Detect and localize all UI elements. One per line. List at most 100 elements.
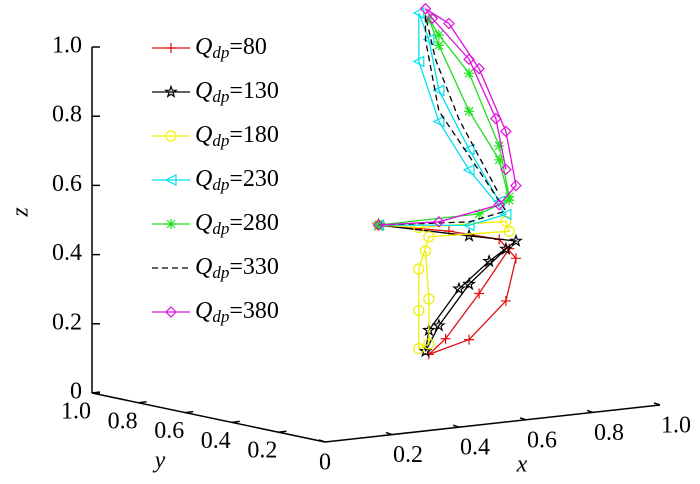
legend-label: Qdp=330 [195,254,279,282]
marker [423,231,435,243]
marker [165,306,177,318]
y-axis-label: y [153,448,166,474]
x-tick [519,417,527,421]
y-tick-label: 0.4 [201,428,231,454]
marker [490,112,502,125]
marker [504,191,515,202]
marker [482,253,497,268]
y-tick-label: 1.0 [61,399,91,425]
marker [423,338,435,350]
marker [165,130,177,142]
y-tick-label: 0.8 [108,408,138,434]
x-tick [452,424,460,428]
marker [462,143,475,156]
z-tick-label: 0 [70,379,82,405]
x-tick-label: 1.0 [661,413,691,439]
marker [464,106,475,117]
marker [164,84,178,98]
y-tick [138,401,147,404]
marker [440,333,451,344]
x-tick [586,409,594,414]
legend-label: Qdp=180 [195,122,279,150]
z-tick-label: 1.0 [52,33,82,59]
marker [372,219,385,231]
x-tick-label: 0.4 [460,435,490,461]
marker [464,334,475,345]
marker [164,174,177,186]
series-line [378,12,508,227]
legend-label: Qdp=230 [195,166,279,194]
series-line [378,8,517,226]
marker [422,33,435,46]
marker [474,208,485,219]
y-tick-label: 0.6 [154,418,184,444]
x-axis-label: x [516,452,528,478]
marker [462,276,477,291]
marker [494,140,505,151]
series-line [378,15,507,226]
y-tick-label: 0.2 [247,438,277,464]
x-tick [653,402,661,406]
x-tick-label: 0.6 [527,427,557,453]
marker [166,219,176,229]
marker [423,293,435,305]
x-tick-label: 0.8 [594,420,624,446]
y-tick [91,391,101,394]
x-tick-label: 0.2 [393,442,423,468]
z-axis-label: z [8,207,34,218]
x-tick [318,439,326,443]
legend-label: Qdp=80 [195,34,267,62]
marker [412,7,425,19]
marker [463,53,475,66]
marker [499,208,512,221]
marker [500,125,512,138]
marker [433,40,444,51]
marker [433,29,444,40]
series-line [378,220,511,350]
legend-label: Qdp=130 [195,78,279,106]
y-axis [91,392,326,443]
marker [413,343,425,355]
x-tick-label: 0 [319,450,331,476]
marker [508,233,523,247]
z-tick-label: 0.2 [52,309,82,335]
legend-label: Qdp=380 [195,298,279,326]
marker [166,43,176,53]
legend-label: Qdp=280 [195,210,279,238]
z-tick-label: 0.6 [52,171,82,197]
marker [494,154,505,165]
marker [432,318,446,332]
marker [462,164,475,177]
x-tick [385,431,393,436]
y-tick [231,420,240,424]
marker [510,253,521,264]
marker [419,2,432,15]
marker [443,17,455,30]
marker [499,241,513,255]
x-axis [324,404,661,443]
marker [432,115,445,128]
marker [413,263,425,275]
marker [452,281,466,295]
marker [473,62,485,75]
marker [423,13,434,24]
series-line [378,224,518,352]
marker [503,225,515,237]
series-line [378,224,517,356]
marker [500,215,512,227]
y-tick [278,430,287,433]
marker [500,295,511,306]
marker [426,12,439,25]
y-tick [185,410,194,414]
marker [462,219,475,232]
marker [433,215,445,228]
marker [412,55,425,68]
marker [432,84,445,97]
z-tick-label: 0.4 [52,240,82,266]
marker [510,179,522,192]
marker [464,68,475,79]
z-tick-label: 0.8 [52,102,82,128]
marker [413,305,425,317]
marker [443,226,454,237]
